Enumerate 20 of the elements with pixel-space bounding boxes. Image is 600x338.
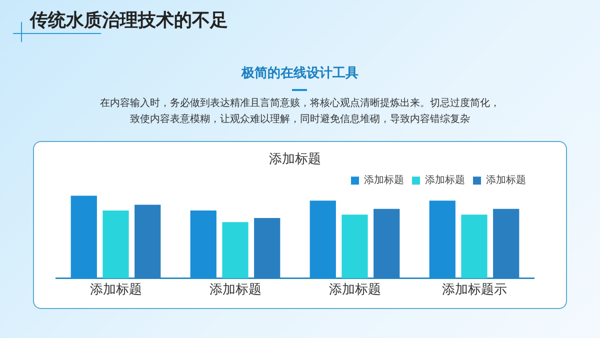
- bar: [102, 210, 129, 278]
- bar: [222, 222, 248, 278]
- text: 在内容输入时，务必做到表达精准且言简意赅，将核心观点清晰提炼出来。切忌过度简化，: [99, 96, 501, 110]
- text: 致使内容表意模糊，让观众难以理解，同时避免信息堆砌，导致内容错综复杂: [129, 112, 471, 126]
- bar: [461, 214, 488, 278]
- bar: [310, 200, 336, 278]
- bar: [190, 210, 216, 278]
- chart-title: 添加标题: [269, 152, 321, 168]
- legend-label: 添加标题: [425, 174, 465, 186]
- x-tick-label: 添加标题示: [442, 282, 507, 298]
- legend-label: 添加标题: [486, 174, 526, 186]
- text: 传统水质治理技术的不足: [30, 9, 228, 32]
- bar: [342, 214, 368, 278]
- bar: [70, 196, 97, 278]
- x-tick-label: 添加标题: [209, 282, 262, 298]
- bar: [429, 200, 456, 278]
- legend-label: 添加标题: [364, 174, 404, 186]
- text: 极简的在线设计工具: [240, 65, 360, 82]
- x-tick-label: 添加标题: [90, 282, 142, 298]
- x-tick-label: 添加标题: [328, 282, 381, 298]
